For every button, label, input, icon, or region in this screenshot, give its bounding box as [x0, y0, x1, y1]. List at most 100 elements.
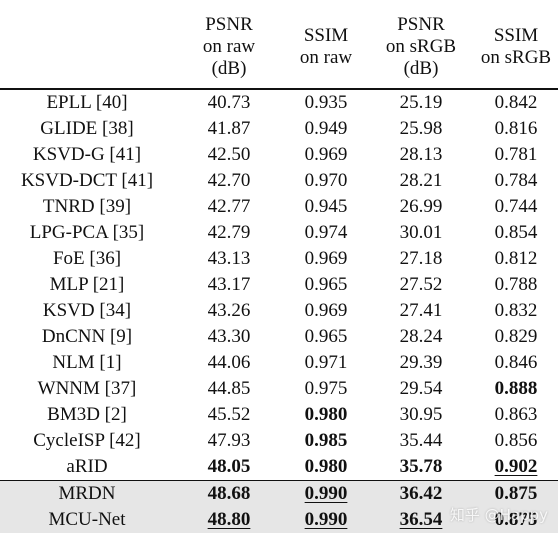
table-row: MCU-Net 48.80 0.990 36.54 0.875	[0, 507, 558, 533]
ssim-srgb-cell: 0.875	[474, 480, 558, 507]
psnr-raw-cell: 42.50	[207, 144, 251, 165]
psnr-raw-cell: 48.05	[207, 456, 251, 477]
table-row: EPLL [40] 40.73 0.935 25.19 0.842	[0, 89, 558, 116]
psnr-srgb-cell: 29.54	[399, 378, 443, 399]
header-ssim-raw-text: SSIM on raw	[299, 25, 353, 68]
ssim-raw-cell: 0.970	[304, 170, 348, 191]
psnr-srgb-cell: 27.18	[399, 248, 443, 269]
method-cell: NLM [1]	[52, 352, 122, 373]
psnr-srgb-cell: 36.42	[368, 480, 474, 507]
psnr-srgb-cell: 36.54	[368, 507, 474, 533]
ssim-srgb-cell: 0.832	[494, 300, 538, 321]
table-row: NLM [1] 44.06 0.971 29.39 0.846	[0, 350, 558, 376]
method-cell: EPLL [40]	[46, 92, 128, 113]
ssim-srgb-cell: 0.875	[474, 507, 558, 533]
ssim-srgb-cell: 0.784	[494, 170, 538, 191]
ssim-srgb-cell: 0.863	[494, 404, 538, 425]
psnr-raw-cell: 45.52	[207, 404, 251, 425]
psnr-raw-cell: 43.17	[207, 274, 251, 295]
psnr-raw-cell: 43.26	[207, 300, 251, 321]
method-cell: KSVD-DCT [41]	[20, 170, 154, 191]
psnr-raw-value: 48.80	[207, 509, 251, 530]
ssim-raw-cell: 0.990	[284, 507, 368, 533]
ssim-raw-cell: 0.985	[304, 430, 348, 451]
method-cell: KSVD-G [41]	[32, 144, 142, 165]
ssim-srgb-cell: 0.816	[494, 118, 538, 139]
method-cell: LPG-PCA [35]	[29, 222, 145, 243]
ssim-raw-value: 0.990	[304, 483, 348, 504]
ssim-srgb-cell: 0.788	[494, 274, 538, 295]
table-row: FoE [36] 43.13 0.969 27.18 0.812	[0, 246, 558, 272]
psnr-raw-cell: 42.77	[207, 196, 251, 217]
header-ssim-raw: SSIM on raw	[284, 6, 368, 90]
psnr-raw-cell: 43.30	[207, 326, 251, 347]
table-row: DnCNN [9] 43.30 0.965 28.24 0.829	[0, 324, 558, 350]
psnr-raw-cell: 48.80	[174, 507, 284, 533]
method-cell: MCU-Net	[0, 507, 174, 533]
results-table: PSNR on raw (dB) SSIM on raw PSNR on sRG…	[0, 6, 558, 533]
psnr-srgb-cell: 25.19	[399, 92, 443, 113]
psnr-srgb-cell: 28.24	[399, 326, 443, 347]
table-row: GLIDE [38] 41.87 0.949 25.98 0.816	[0, 116, 558, 142]
table-row: WNNM [37] 44.85 0.975 29.54 0.888	[0, 376, 558, 402]
header-ssim-srgb-text: SSIM on sRGB	[480, 25, 552, 68]
psnr-srgb-cell: 27.52	[399, 274, 443, 295]
method-cell: BM3D [2]	[47, 404, 127, 425]
table-row: MLP [21] 43.17 0.965 27.52 0.788	[0, 272, 558, 298]
table-row: BM3D [2] 45.52 0.980 30.95 0.863	[0, 402, 558, 428]
table-header-row: PSNR on raw (dB) SSIM on raw PSNR on sRG…	[0, 6, 558, 90]
psnr-raw-cell: 41.87	[207, 118, 251, 139]
table-row: KSVD-G [41] 42.50 0.969 28.13 0.781	[0, 142, 558, 168]
psnr-raw-cell: 40.73	[207, 92, 251, 113]
table-row: KSVD-DCT [41] 42.70 0.970 28.21 0.784	[0, 168, 558, 194]
header-psnr-raw: PSNR on raw (dB)	[174, 6, 284, 90]
psnr-raw-cell: 43.13	[207, 248, 251, 269]
ssim-raw-cell: 0.980	[304, 404, 348, 425]
header-psnr-srgb: PSNR on sRGB (dB)	[368, 6, 474, 90]
watermark: 知乎 @Happy	[449, 506, 548, 524]
ssim-raw-cell: 0.971	[304, 352, 348, 373]
ssim-srgb-cell: 0.812	[494, 248, 538, 269]
method-cell: GLIDE [38]	[40, 118, 134, 139]
psnr-raw-cell: 42.70	[207, 170, 251, 191]
ssim-raw-cell: 0.974	[304, 222, 348, 243]
ssim-srgb-cell: 0.854	[494, 222, 538, 243]
ssim-raw-cell: 0.945	[304, 196, 348, 217]
psnr-srgb-cell: 27.41	[399, 300, 443, 321]
ssim-srgb-cell: 0.856	[494, 430, 538, 451]
header-psnr-srgb-text: PSNR on sRGB (dB)	[385, 14, 457, 79]
psnr-srgb-cell: 26.99	[399, 196, 443, 217]
method-cell: MRDN	[0, 480, 174, 507]
method-cell: FoE [36]	[52, 248, 122, 269]
method-cell: WNNM [37]	[37, 378, 137, 399]
ssim-raw-cell: 0.949	[304, 118, 348, 139]
ssim-raw-value: 0.990	[304, 509, 348, 530]
psnr-srgb-cell: 35.78	[399, 456, 443, 477]
header-psnr-raw-text: PSNR on raw (dB)	[202, 14, 256, 79]
ssim-raw-cell: 0.980	[304, 456, 348, 477]
table-row: CycleISP [42] 47.93 0.985 35.44 0.856	[0, 428, 558, 454]
ssim-raw-cell: 0.969	[304, 144, 348, 165]
ssim-srgb-value: 0.902	[494, 456, 538, 477]
ssim-srgb-cell: 0.846	[494, 352, 538, 373]
psnr-srgb-cell: 30.95	[399, 404, 443, 425]
method-cell: CycleISP [42]	[33, 430, 141, 451]
ssim-raw-cell: 0.935	[304, 92, 348, 113]
header-ssim-srgb: SSIM on sRGB	[474, 6, 558, 90]
psnr-raw-cell: 44.06	[207, 352, 251, 373]
psnr-srgb-cell: 28.13	[399, 144, 443, 165]
psnr-srgb-cell: 25.98	[399, 118, 443, 139]
table-row: aRID 48.05 0.980 35.78 0.902	[0, 454, 558, 481]
psnr-srgb-cell: 35.44	[399, 430, 443, 451]
ssim-raw-cell: 0.990	[284, 480, 368, 507]
table-row: MRDN 48.68 0.990 36.42 0.875	[0, 480, 558, 507]
psnr-raw-cell: 42.79	[207, 222, 251, 243]
table-row: KSVD [34] 43.26 0.969 27.41 0.832	[0, 298, 558, 324]
method-cell: aRID	[66, 456, 108, 477]
ssim-raw-cell: 0.969	[304, 248, 348, 269]
ssim-srgb-cell: 0.842	[494, 92, 538, 113]
ssim-srgb-cell: 0.829	[494, 326, 538, 347]
header-method	[0, 6, 174, 90]
psnr-srgb-cell: 28.21	[399, 170, 443, 191]
ssim-raw-cell: 0.969	[304, 300, 348, 321]
